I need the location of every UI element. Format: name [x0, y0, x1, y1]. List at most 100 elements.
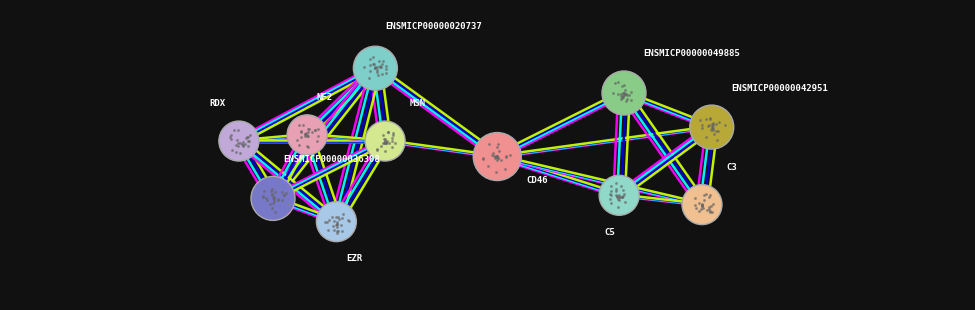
Point [240, 134, 255, 139]
Text: ENSMICP00000049885: ENSMICP00000049885 [644, 50, 740, 59]
Point [327, 219, 342, 224]
Point [274, 189, 290, 194]
Point [703, 128, 719, 133]
Point [222, 135, 238, 140]
Point [621, 93, 637, 98]
Point [265, 201, 281, 206]
Point [615, 188, 631, 193]
Point [498, 153, 514, 158]
Point [705, 210, 721, 215]
Point [378, 63, 394, 68]
Point [385, 139, 401, 144]
Point [230, 144, 246, 149]
Point [299, 132, 315, 137]
Point [264, 193, 280, 197]
Point [619, 93, 635, 98]
Point [706, 127, 722, 132]
Text: ENSMICP00000036308: ENSMICP00000036308 [283, 155, 379, 164]
Text: EZR: EZR [346, 254, 363, 263]
Point [292, 129, 308, 134]
Point [379, 130, 395, 135]
Point [611, 193, 627, 198]
Point [698, 135, 714, 140]
Point [704, 124, 720, 129]
Point [687, 202, 703, 207]
Point [701, 207, 717, 212]
Point [299, 134, 315, 139]
Point [692, 118, 708, 123]
Point [223, 132, 239, 137]
Point [274, 198, 290, 203]
Point [374, 71, 390, 76]
Point [696, 197, 712, 202]
Point [325, 215, 340, 220]
Point [694, 122, 710, 127]
Point [310, 127, 326, 132]
Point [237, 142, 253, 147]
Point [488, 154, 504, 159]
Point [233, 140, 249, 145]
Point [608, 188, 624, 193]
Point [297, 131, 313, 136]
Point [696, 193, 712, 198]
Point [609, 193, 625, 198]
Point [267, 189, 283, 194]
Point [373, 65, 389, 70]
Point [331, 215, 346, 220]
Point [694, 202, 710, 207]
Point [691, 200, 707, 205]
Point [691, 208, 707, 213]
Point [386, 130, 402, 135]
Point [610, 80, 626, 85]
Point [366, 62, 381, 67]
Point [276, 193, 292, 197]
Point [230, 140, 246, 145]
Point [706, 132, 722, 137]
Point [362, 75, 377, 80]
Point [293, 135, 309, 140]
Point [617, 88, 633, 93]
Point [299, 129, 315, 134]
Point [705, 125, 721, 130]
Point [372, 64, 388, 69]
Point [608, 180, 624, 185]
Point [330, 231, 345, 236]
Point [297, 133, 313, 138]
Point [300, 134, 316, 139]
Point [614, 93, 630, 98]
Point [370, 65, 385, 70]
Point [602, 191, 617, 196]
Point [295, 122, 311, 127]
Point [271, 198, 287, 203]
Point [488, 154, 504, 159]
Point [289, 137, 304, 142]
Point [329, 223, 344, 228]
Point [616, 192, 632, 197]
Point [702, 117, 718, 122]
Point [610, 91, 626, 96]
Point [616, 90, 632, 95]
Point [304, 129, 320, 134]
Point [711, 120, 726, 125]
Point [704, 126, 720, 131]
Point [371, 58, 387, 63]
Point [694, 203, 710, 208]
Ellipse shape [251, 176, 295, 220]
Point [688, 206, 704, 211]
Point [710, 128, 725, 133]
Point [259, 198, 275, 203]
Point [701, 205, 717, 210]
Point [373, 143, 389, 148]
Point [481, 142, 496, 147]
Point [379, 139, 395, 144]
Point [224, 148, 240, 153]
Point [297, 132, 313, 137]
Ellipse shape [353, 46, 398, 90]
Ellipse shape [602, 71, 646, 115]
Point [694, 126, 710, 131]
Point [239, 135, 254, 140]
Point [702, 116, 718, 121]
Point [623, 89, 639, 94]
Point [265, 196, 281, 201]
Point [611, 194, 627, 199]
